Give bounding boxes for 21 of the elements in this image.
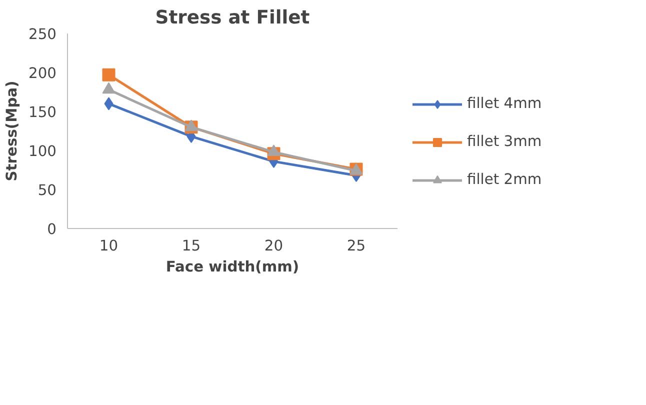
y-tick-label: 200 [28, 65, 57, 82]
y-tick-label: 50 [38, 182, 57, 199]
legend-label: fillet 4mm [467, 95, 542, 112]
x-tick-label: 25 [346, 238, 366, 254]
chart-title: Stress at Fillet [155, 8, 310, 28]
x-axis-title: Face width(mm) [166, 258, 300, 276]
point [102, 68, 116, 82]
y-tick-label: 250 [28, 26, 57, 43]
y-axis-title: Stress(Mpa) [4, 80, 21, 182]
point [184, 120, 198, 132]
legend-label: fillet 3mm [467, 133, 542, 150]
y-tick-label: 0 [47, 221, 57, 238]
y-tick-label: 150 [28, 104, 57, 121]
legend-label: fillet 2mm [467, 171, 542, 188]
point [104, 97, 114, 110]
y-tick-label: 100 [28, 143, 57, 160]
x-tick-label: 20 [264, 238, 284, 254]
point [267, 144, 280, 156]
x-tick-label: 15 [182, 238, 201, 254]
x-tick-label: 10 [99, 238, 118, 254]
point [102, 82, 116, 94]
